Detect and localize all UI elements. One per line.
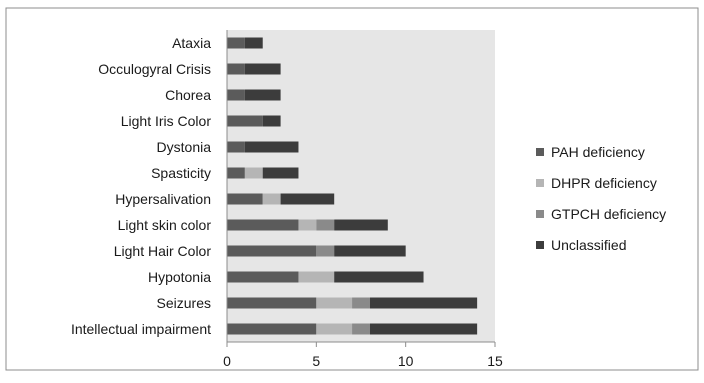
x-tick-label: 0	[223, 353, 231, 369]
x-tick-label: 5	[312, 353, 320, 369]
category-label: Light Iris Color	[121, 113, 212, 129]
bar-segment-gtpch-deficiency	[352, 297, 370, 309]
category-label: Chorea	[165, 87, 211, 103]
bar-segment-pah-deficiency	[227, 323, 317, 335]
x-tick-label: 15	[487, 353, 503, 369]
bar-segment-pah-deficiency	[227, 271, 299, 283]
category-label: Ataxia	[172, 35, 211, 51]
category-label: Light skin color	[118, 217, 212, 233]
bar-segment-pah-deficiency	[227, 193, 263, 205]
legend-swatch	[536, 148, 544, 156]
bar-segment-unclassified	[244, 141, 299, 153]
bar-segment-pah-deficiency	[227, 297, 317, 309]
legend-swatch	[536, 241, 544, 249]
category-label: Hypersalivation	[115, 191, 211, 207]
bar-segment-unclassified	[244, 63, 281, 75]
bar-segment-unclassified	[334, 271, 424, 283]
bar-segment-pah-deficiency	[227, 63, 245, 75]
category-label: Intellectual impairment	[71, 321, 211, 337]
bar-segment-pah-deficiency	[227, 219, 299, 231]
bar-segment-pah-deficiency	[227, 167, 245, 179]
bar-segment-gtpch-deficiency	[316, 245, 335, 257]
bar-segment-pah-deficiency	[227, 89, 245, 101]
legend-label: Unclassified	[551, 237, 626, 253]
bar-segment-dhpr-deficiency	[298, 219, 317, 231]
category-label: Occulogyral Crisis	[98, 61, 211, 77]
bar-segment-unclassified	[369, 323, 478, 335]
bar-segment-unclassified	[334, 219, 388, 231]
bar-segment-pah-deficiency	[227, 245, 317, 257]
bar-segment-dhpr-deficiency	[262, 193, 281, 205]
category-label: Dystonia	[157, 139, 212, 155]
bar-segment-dhpr-deficiency	[316, 297, 353, 309]
legend-swatch	[536, 179, 544, 187]
legend-swatch	[536, 210, 544, 218]
bar-segment-gtpch-deficiency	[352, 323, 370, 335]
bar-segment-gtpch-deficiency	[316, 219, 335, 231]
bar-segment-pah-deficiency	[227, 141, 245, 153]
bar-segment-pah-deficiency	[227, 115, 263, 127]
bar-segment-unclassified	[334, 245, 406, 257]
legend-label: DHPR deficiency	[551, 175, 657, 191]
category-label: Seizures	[157, 295, 211, 311]
bar-segment-unclassified	[262, 167, 299, 179]
category-label: Hypotonia	[148, 269, 211, 285]
bar-segment-unclassified	[369, 297, 478, 309]
category-label: Spasticity	[151, 165, 211, 181]
x-tick-label: 10	[398, 353, 414, 369]
bar-segment-dhpr-deficiency	[316, 323, 353, 335]
legend-label: PAH deficiency	[551, 144, 645, 160]
bar-segment-unclassified	[244, 37, 263, 49]
bar-segment-unclassified	[244, 89, 281, 101]
bar-segment-dhpr-deficiency	[244, 167, 263, 179]
bar-segment-dhpr-deficiency	[298, 271, 335, 283]
bar-segment-pah-deficiency	[227, 37, 245, 49]
legend-label: GTPCH deficiency	[551, 206, 666, 222]
bar-segment-unclassified	[280, 193, 335, 205]
category-label: Light Hair Color	[114, 243, 212, 259]
plot-area	[227, 30, 495, 342]
bar-segment-unclassified	[262, 115, 281, 127]
